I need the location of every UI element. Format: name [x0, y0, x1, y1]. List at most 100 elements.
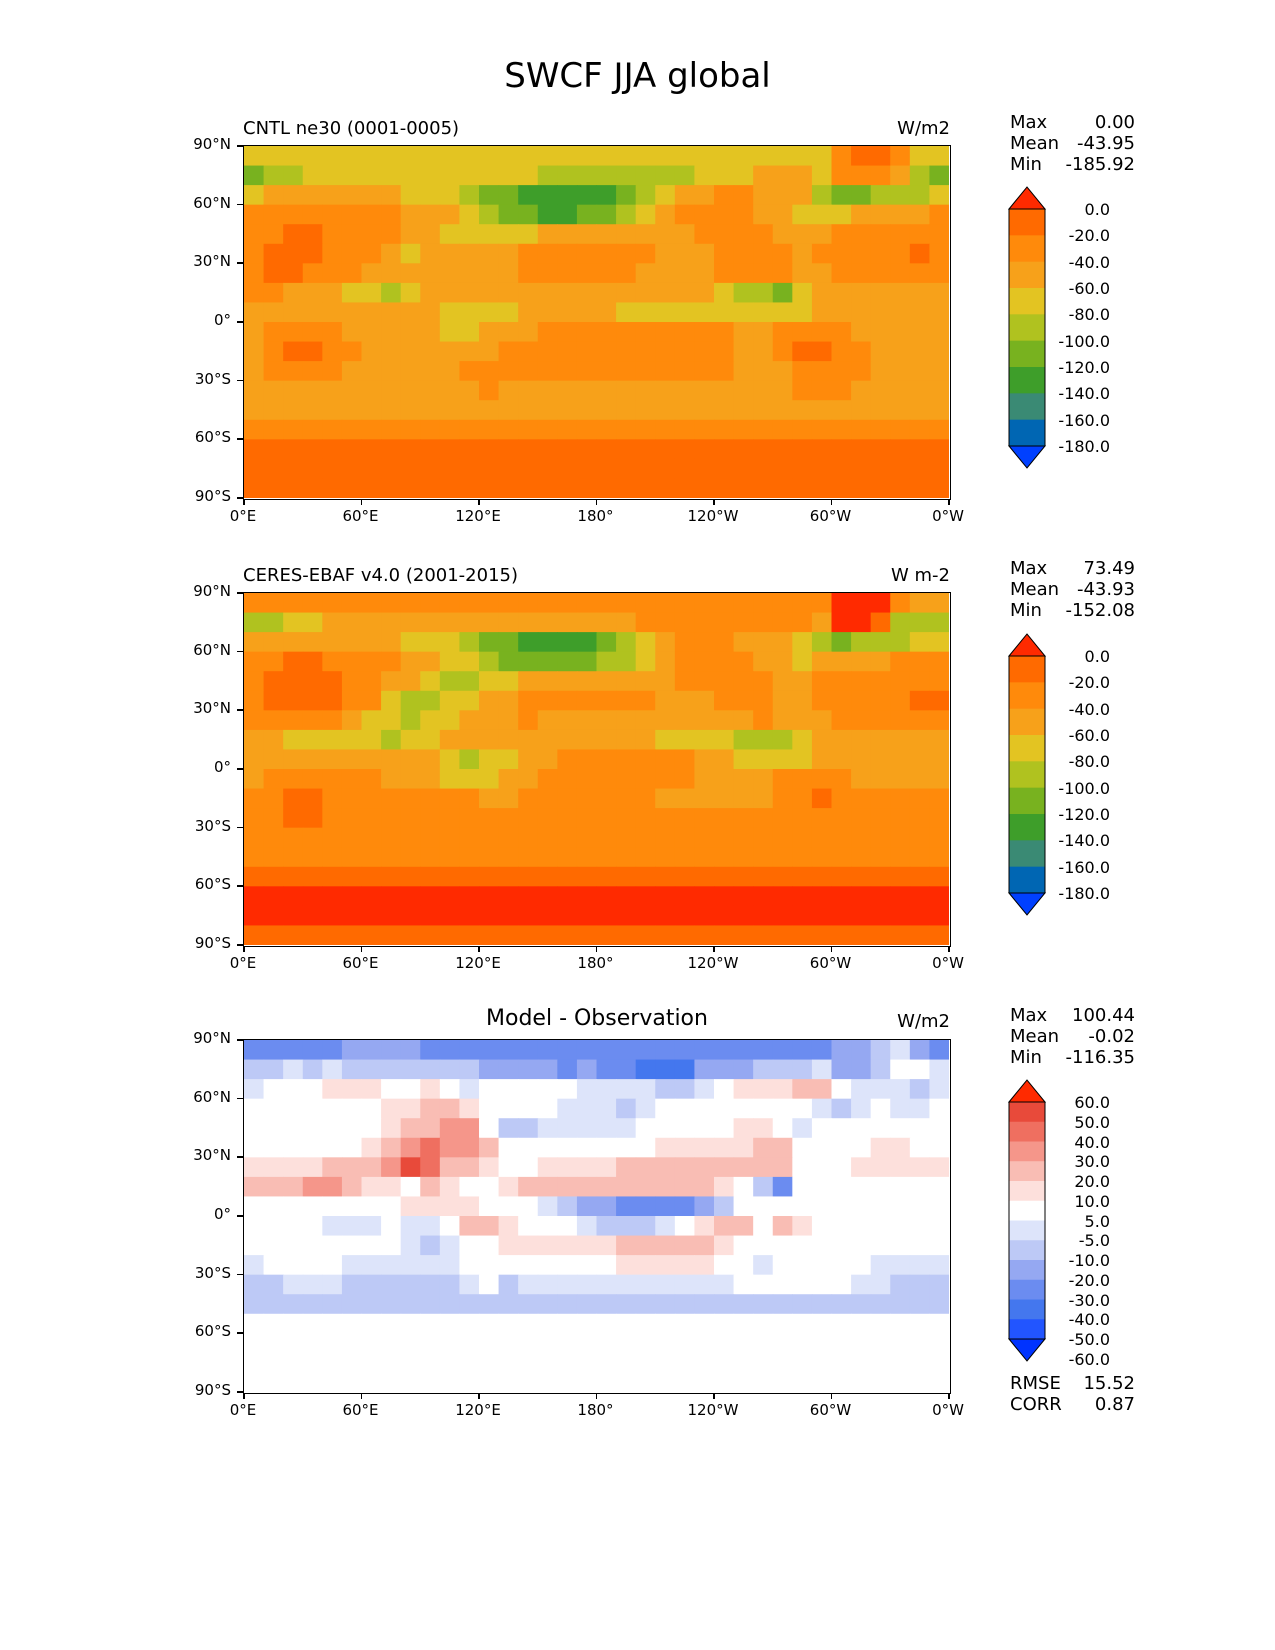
heat-cell [890, 458, 911, 480]
heat-cell [244, 341, 265, 362]
heat-cell [439, 361, 461, 382]
heat-cell [381, 204, 402, 225]
heat-cell [576, 671, 598, 692]
heat-cell [772, 1294, 793, 1315]
heat-cell [459, 886, 480, 907]
heat-cell [753, 632, 774, 653]
heat-cell [576, 224, 598, 245]
heat-cell [733, 1313, 754, 1334]
heat-cell [851, 263, 872, 284]
heat-cell [479, 1235, 500, 1256]
heat-cell [753, 439, 774, 460]
heat-cell [831, 710, 852, 731]
heat-cell [674, 1079, 696, 1100]
heat-cell [674, 302, 696, 323]
heat-cell [694, 282, 715, 304]
heat-cell [400, 1294, 421, 1315]
heat-cell [576, 185, 598, 206]
heat-cell [283, 1216, 304, 1237]
y-tick-label: 60°N [193, 640, 231, 659]
heat-cell [420, 788, 441, 809]
heat-cell [322, 1372, 343, 1392]
heat-cell [929, 1294, 949, 1315]
heat-cell [557, 769, 578, 790]
heat-cell [420, 1372, 441, 1392]
heat-cell [733, 1372, 754, 1392]
heat-cell [381, 749, 402, 770]
heat-cell [929, 224, 949, 245]
heat-cell [616, 302, 637, 323]
heat-cell [498, 925, 519, 945]
heat-cell [439, 341, 461, 362]
heat-cell [792, 651, 813, 672]
heat-cell [870, 1059, 891, 1080]
heat-cell [694, 458, 715, 480]
heat-cell [498, 458, 519, 480]
heat-cell [870, 886, 891, 907]
heat-cell [909, 1137, 931, 1158]
heat-cell [831, 749, 852, 770]
heat-cell [655, 1255, 676, 1276]
heat-cell [283, 1294, 304, 1315]
heat-cell [772, 380, 793, 401]
heat-cell [811, 185, 833, 206]
heat-cell [420, 886, 441, 907]
heat-cell [635, 1313, 656, 1334]
heat-cell [518, 400, 539, 421]
heat-cell [655, 322, 676, 343]
x-tick-mark [948, 1393, 950, 1399]
heat-cell [537, 1235, 558, 1256]
heat-cell [576, 847, 598, 868]
heat-cell [283, 710, 304, 731]
heat-cell [244, 632, 265, 653]
heat-cell [439, 1352, 461, 1374]
heat-cell [772, 847, 793, 868]
heat-cell [909, 341, 931, 362]
heat-cell [674, 400, 696, 421]
heat-cell [302, 905, 323, 927]
heat-cell [420, 263, 441, 284]
heat-cell [479, 847, 500, 868]
heat-cell [479, 1176, 500, 1198]
heat-cell [616, 322, 637, 343]
heat-cell [811, 1313, 833, 1334]
heat-cell [772, 439, 793, 460]
heat-cell [616, 458, 637, 480]
heat-cell [635, 808, 656, 829]
heat-cell [479, 1274, 500, 1295]
heat-cell [557, 1137, 578, 1158]
heat-cell [439, 593, 461, 614]
heat-cell [694, 1216, 715, 1237]
heat-cell [537, 1313, 558, 1334]
heat-cell [322, 302, 343, 323]
heat-cell [479, 1137, 500, 1158]
heat-cell [655, 1235, 676, 1256]
heat-cell [714, 632, 735, 653]
heat-cell [890, 1352, 911, 1374]
heat-cell [635, 690, 656, 711]
heat-cell [479, 749, 500, 770]
heat-cell [537, 458, 558, 480]
heat-cell [890, 1294, 911, 1315]
heat-cell [811, 243, 833, 264]
heat-cell [557, 204, 578, 225]
heat-cell [244, 361, 265, 382]
heat-cell [557, 1196, 578, 1217]
heat-cell [479, 710, 500, 731]
heat-cell [831, 204, 852, 225]
heat-cell [811, 1196, 833, 1217]
heat-cell [635, 1059, 656, 1080]
heat-cell [263, 263, 284, 284]
heat-cell [596, 1196, 617, 1217]
heat-cell [537, 263, 558, 284]
panel-units-cntl: W/m2 [897, 118, 950, 139]
heat-cell [537, 808, 558, 829]
heat-cell [929, 165, 949, 186]
heat-cell [792, 866, 813, 887]
heat-cell [557, 905, 578, 927]
heat-cell [753, 905, 774, 927]
heat-cell [890, 1118, 911, 1139]
heat-cell [851, 729, 872, 751]
heat-cell [596, 380, 617, 401]
x-tick-mark [948, 499, 950, 505]
